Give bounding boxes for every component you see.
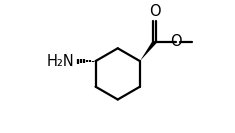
Text: O: O: [170, 34, 182, 49]
Text: H₂N: H₂N: [46, 54, 74, 69]
Polygon shape: [140, 40, 157, 61]
Text: O: O: [149, 4, 161, 19]
